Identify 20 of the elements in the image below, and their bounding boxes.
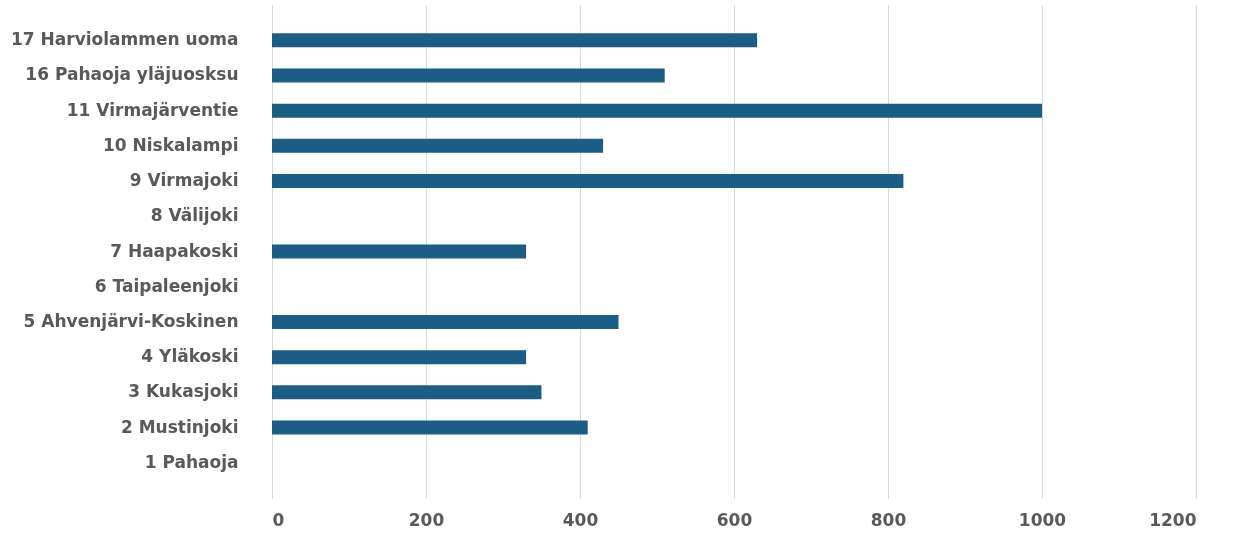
x-tick-label: 1000 (1018, 509, 1067, 530)
y-tick-label: 8 Välijoki (150, 205, 239, 226)
y-tick-label: 4 Yläkoski (141, 346, 239, 367)
x-tick-label: 800 (870, 509, 907, 530)
x-tick-label: 200 (408, 509, 445, 530)
y-tick-label: 7 Haapakoski (110, 240, 239, 261)
y-tick-label: 11 Virmajärventie (66, 99, 239, 120)
y-tick-label: 3 Kukasjoki (128, 381, 239, 402)
y-tick-label: 2 Mustinjoki (120, 416, 239, 437)
y-tick-label: 17 Harviolammen uoma (11, 29, 239, 50)
y-tick-label: 1 Pahaoja (144, 451, 239, 472)
y-tick-label: 10 Niskalampi (102, 134, 239, 155)
x-tick-label: 600 (716, 509, 753, 530)
x-tick-label: 1200 (1149, 509, 1197, 530)
y-tick-label: 5 Ahvenjärvi-Koskinen (23, 310, 239, 331)
x-tick-label: 0 (272, 509, 285, 530)
y-tick-label: 6 Taipaleenjoki (94, 275, 239, 296)
y-tick-label: 16 Pahaoja yläjuosksu (25, 64, 239, 85)
x-tick-label: 400 (562, 509, 599, 530)
y-tick-label: 9 Virmajoki (129, 170, 239, 191)
